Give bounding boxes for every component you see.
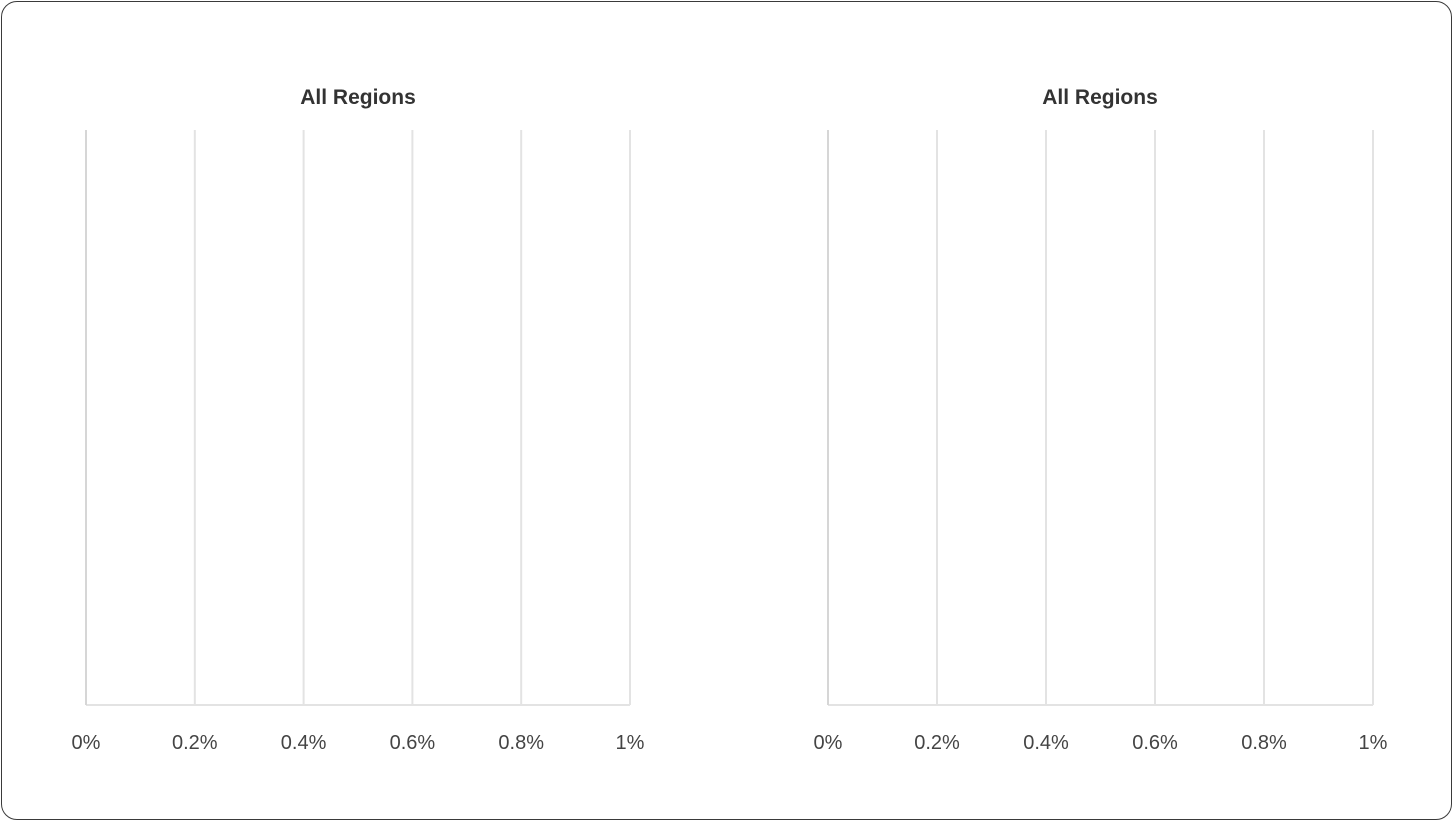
x-tick-label: 0.6% — [1132, 732, 1178, 754]
x-tick-label: 0.6% — [390, 732, 436, 754]
chart-left: All Regions 0% 0.2% 0.4% 0.6% 0.8% 1% — [2, 2, 728, 819]
x-tick-label: 1% — [1359, 732, 1388, 754]
x-tick-labels: 0% 0.2% 0.4% 0.6% 0.8% 1% — [814, 732, 1388, 754]
x-tick-labels: 0% 0.2% 0.4% 0.6% 0.8% 1% — [72, 732, 645, 754]
x-tick-label: 0.4% — [1023, 732, 1069, 754]
x-tick-label: 0.4% — [281, 732, 327, 754]
x-tick-label: 0.2% — [914, 732, 960, 754]
chart-right-svg: All Regions 0% 0.2% 0.4% 0.6% 0.8% 1% — [814, 86, 1388, 754]
gridlines — [85, 130, 631, 706]
x-tick-label: 0.8% — [1241, 732, 1287, 754]
x-tick-label: 1% — [616, 732, 645, 754]
gridlines — [827, 130, 1374, 706]
x-tick-label: 0.8% — [498, 732, 544, 754]
x-tick-label: 0.2% — [172, 732, 218, 754]
chart-right: All Regions 0% 0.2% 0.4% 0.6% 0.8% 1% — [728, 2, 1451, 819]
x-tick-label: 0% — [814, 732, 843, 754]
chart-title: All Regions — [1042, 86, 1158, 109]
chart-title: All Regions — [300, 86, 416, 109]
chart-left-svg: All Regions 0% 0.2% 0.4% 0.6% 0.8% 1% — [72, 86, 645, 754]
x-tick-label: 0% — [72, 732, 101, 754]
